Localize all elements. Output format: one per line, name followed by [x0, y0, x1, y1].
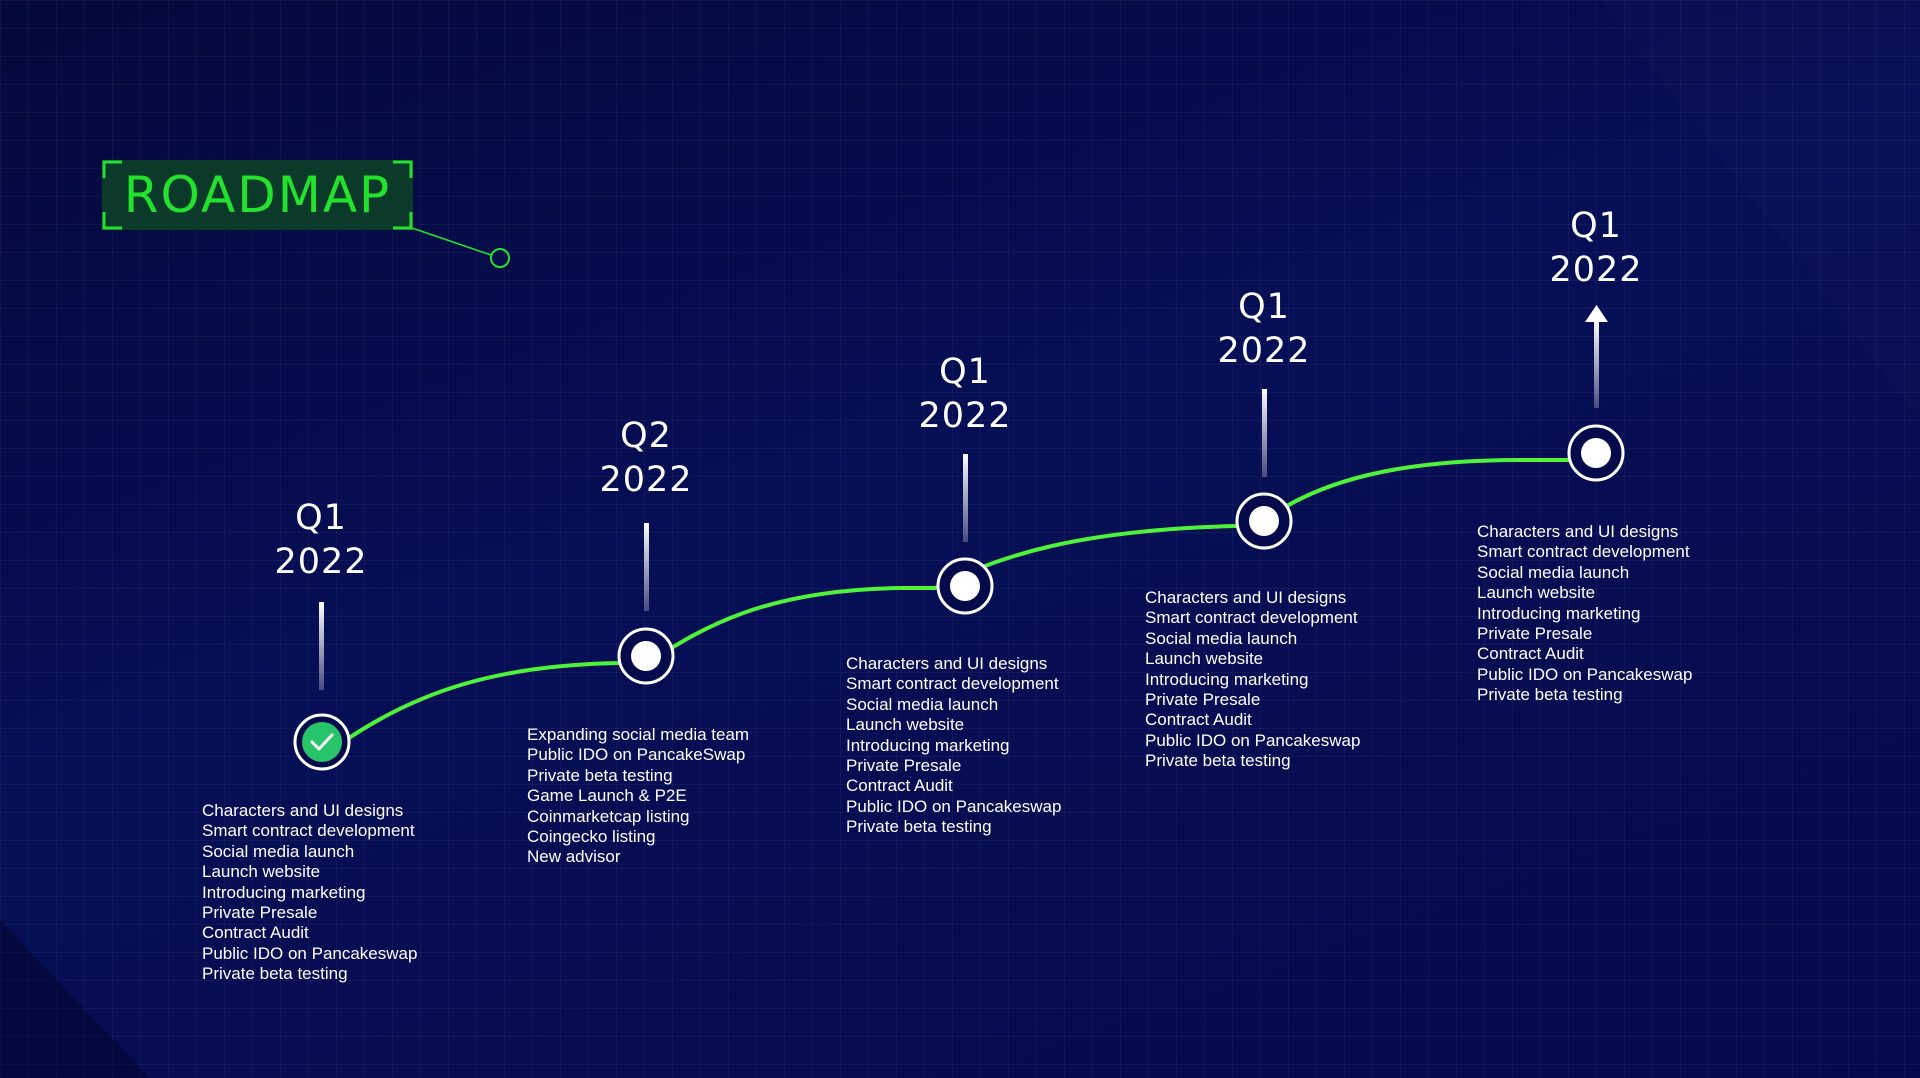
- list-item: Introducing marketing: [1145, 669, 1309, 689]
- dot-icon: [1581, 438, 1611, 468]
- list-item: Social media launch: [1477, 562, 1630, 582]
- list-item: Introducing marketing: [202, 882, 366, 902]
- list-item: Private beta testing: [202, 964, 348, 984]
- quarter-text: Q1: [1570, 206, 1622, 246]
- list-item: Contract Audit: [846, 776, 953, 796]
- list-item: Introducing marketing: [1477, 603, 1641, 623]
- year-text: 2022: [918, 396, 1012, 436]
- list-item: Private beta testing: [1477, 685, 1623, 705]
- timeline-path: [344, 458, 1575, 742]
- dot-icon: [950, 571, 980, 601]
- milestone-4-marker: [1235, 492, 1293, 550]
- milestone-2-quarter-label: Q2 2022: [546, 414, 746, 502]
- list-item: Characters and UI designs: [202, 801, 404, 820]
- list-item: Launch website: [846, 715, 965, 735]
- milestone-2-stem: [644, 523, 649, 611]
- check-badge: [302, 722, 342, 762]
- list-item: Private beta testing: [1145, 751, 1291, 771]
- quarter-text: Q1: [1238, 287, 1290, 327]
- milestone-5-stem: [1594, 320, 1599, 408]
- milestone-1-items: Characters and UI designs Smart contract…: [202, 801, 417, 985]
- list-item: Coinmarketcap listing: [527, 806, 690, 826]
- year-text: 2022: [1549, 250, 1643, 290]
- list-item: Coingecko listing: [527, 827, 656, 847]
- list-item: Private Presale: [202, 903, 318, 923]
- milestone-5-marker: [1567, 424, 1625, 482]
- milestone-1-quarter-label: Q1 2022: [221, 496, 421, 584]
- year-text: 2022: [1217, 331, 1311, 371]
- list-item: New advisor: [527, 847, 621, 867]
- list-item: Smart contract development: [202, 821, 415, 841]
- list-item: Private beta testing: [527, 765, 673, 785]
- list-item: Public IDO on Pancakeswap: [1477, 664, 1693, 684]
- milestone-2-items: Expanding social media team Public IDO o…: [527, 725, 749, 868]
- milestone-3-quarter-label: Q1 2022: [865, 350, 1065, 438]
- quarter-text: Q2: [620, 416, 672, 456]
- list-item: Contract Audit: [1477, 644, 1584, 664]
- dot-icon: [1249, 506, 1279, 536]
- milestone-1-marker: [293, 713, 351, 771]
- list-item: Social media launch: [202, 841, 355, 861]
- list-item: Public IDO on Pancakeswap: [846, 796, 1062, 816]
- list-item: Contract Audit: [202, 923, 309, 943]
- milestone-3-marker: [936, 557, 994, 615]
- list-item: Social media launch: [846, 694, 999, 714]
- list-item: Introducing marketing: [846, 735, 1010, 755]
- milestone-3-stem: [963, 454, 968, 542]
- list-item: Launch website: [1145, 649, 1264, 669]
- list-item: Public IDO on Pancakeswap: [202, 943, 418, 963]
- list-item: Private beta testing: [846, 817, 992, 837]
- arrow-up-icon: [1585, 305, 1608, 322]
- list-item: Launch website: [202, 862, 321, 882]
- milestone-5-quarter-label: Q1 2022: [1496, 204, 1696, 292]
- list-item: Launch website: [1477, 583, 1596, 603]
- list-item: Social media launch: [1145, 628, 1298, 648]
- milestone-4-stem: [1262, 389, 1267, 477]
- milestone-3-items: Characters and UI designs Smart contract…: [846, 654, 1061, 838]
- milestone-5-items: Characters and UI designs Smart contract…: [1477, 522, 1692, 706]
- list-item: Private Presale: [1145, 690, 1261, 710]
- milestone-4-quarter-label: Q1 2022: [1164, 285, 1364, 373]
- list-item: Expanding social media team: [527, 725, 750, 744]
- milestone-1-stem: [319, 602, 324, 690]
- quarter-text: Q1: [295, 498, 347, 538]
- list-item: Game Launch & P2E: [527, 786, 687, 806]
- list-item: Public IDO on PancakeSwap: [527, 745, 746, 765]
- milestone-4-items: Characters and UI designs Smart contract…: [1145, 588, 1360, 772]
- list-item: Public IDO on Pancakeswap: [1145, 730, 1361, 750]
- list-item: Smart contract development: [1145, 608, 1358, 628]
- milestone-2-marker: [617, 627, 675, 685]
- year-text: 2022: [274, 542, 368, 582]
- dot-icon: [631, 641, 661, 671]
- list-item: Characters and UI designs: [1145, 588, 1347, 607]
- list-item: Smart contract development: [846, 674, 1059, 694]
- list-item: Smart contract development: [1477, 542, 1690, 562]
- list-item: Characters and UI designs: [846, 654, 1048, 673]
- list-item: Private Presale: [846, 756, 962, 776]
- list-item: Characters and UI designs: [1477, 522, 1679, 541]
- title-box: ROADMAP: [102, 160, 413, 230]
- check-icon: [310, 733, 334, 751]
- quarter-text: Q1: [939, 352, 991, 392]
- page-title: ROADMAP: [123, 166, 392, 224]
- list-item: Contract Audit: [1145, 710, 1252, 730]
- year-text: 2022: [599, 460, 693, 500]
- list-item: Private Presale: [1477, 624, 1593, 644]
